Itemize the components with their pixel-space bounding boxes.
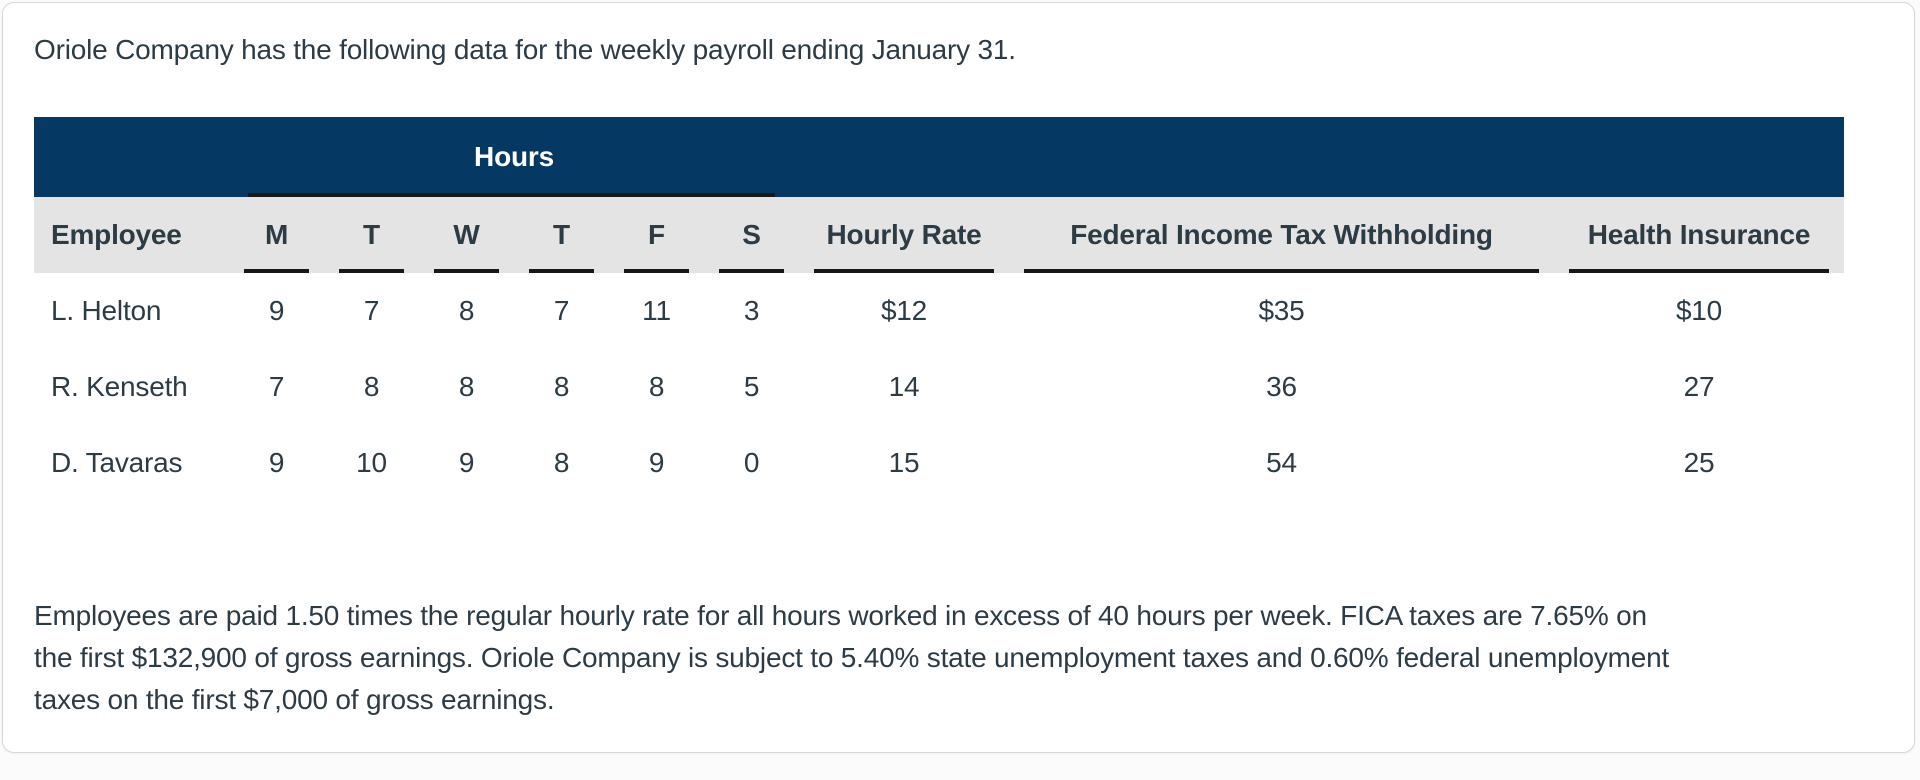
federal-income-tax-withholding-value: 54: [1266, 447, 1297, 478]
hours-tuesday: 7: [363, 295, 380, 326]
column-header-thursday: T: [514, 197, 609, 273]
hours-underline: [248, 193, 775, 197]
column-header-saturday: S: [704, 197, 799, 273]
federal-income-tax-withholding-value: $35: [1258, 295, 1305, 326]
health-insurance-value: $10: [1675, 295, 1723, 326]
employee-name: R. Kenseth: [51, 371, 188, 402]
health-insurance-value: 25: [1683, 447, 1715, 478]
paragraph-line: Employees are paid 1.50 times the regula…: [34, 600, 1647, 631]
health-insurance-value: 27: [1683, 371, 1715, 402]
hours-saturday: 3: [743, 295, 760, 326]
column-header-monday: M: [229, 197, 324, 273]
header-row: Employee M T W T F S Hourly Rate Federal…: [34, 197, 1844, 273]
employee-name: D. Tavaras: [51, 447, 183, 478]
hours-thursday: 7: [553, 295, 570, 326]
hourly-rate-value: $12: [880, 295, 928, 326]
employee-name: L. Helton: [51, 295, 162, 326]
hours-saturday: 5: [743, 371, 760, 402]
hours-friday: 9: [648, 447, 665, 478]
table-row: R. Kenseth 7 8 8 8 8 5 14 36 27: [34, 349, 1844, 425]
paragraph-line: taxes on the first $7,000 of gross earni…: [34, 684, 555, 715]
column-header-friday: F: [609, 197, 704, 273]
hours-wednesday: 8: [458, 371, 475, 402]
hours-friday: 11: [642, 295, 671, 326]
column-header-hourly-rate: Hourly Rate: [799, 197, 1009, 273]
column-header-employee: Employee: [34, 197, 229, 273]
column-header-tuesday: T: [324, 197, 419, 273]
hours-friday: 8: [648, 371, 665, 402]
hours-monday: 7: [268, 371, 285, 402]
question-intro-text: Oriole Company has the following data fo…: [34, 34, 1016, 65]
federal-income-tax-withholding-value: 36: [1266, 371, 1297, 402]
hours-header-band: Hours: [34, 117, 1844, 197]
question-card: Oriole Company has the following data fo…: [2, 2, 1915, 753]
table-row: D. Tavaras 9 10 9 8 9 0 15 54 25: [34, 425, 1844, 501]
hours-monday: 9: [268, 447, 285, 478]
hours-tuesday: 8: [363, 371, 380, 402]
table-row: L. Helton 9 7 8 7 11 3 $12 $35 $10: [34, 273, 1844, 349]
hours-monday: 9: [268, 295, 285, 326]
hours-tuesday: 10: [356, 447, 387, 478]
paragraph-line: the first $132,900 of gross earnings. Or…: [34, 642, 1670, 673]
payroll-data-table: Employee M T W T F S Hourly Rate Federal…: [34, 197, 1844, 501]
hours-wednesday: 8: [458, 295, 475, 326]
column-header-federal-income-tax-withholding: Federal Income Tax Withholding: [1009, 197, 1554, 273]
instructions-paragraph: Employees are paid 1.50 times the regula…: [34, 595, 1849, 721]
hours-thursday: 8: [553, 447, 570, 478]
payroll-table: Hours Employee M T W T F S: [34, 117, 1844, 501]
column-header-health-insurance: Health Insurance: [1554, 197, 1844, 273]
hours-wednesday: 9: [458, 447, 475, 478]
hourly-rate-value: 14: [888, 371, 920, 402]
hours-header-label: Hours: [474, 141, 554, 172]
hourly-rate-value: 15: [888, 447, 920, 478]
hours-saturday: 0: [743, 447, 760, 478]
hours-thursday: 8: [553, 371, 570, 402]
column-header-wednesday: W: [419, 197, 514, 273]
